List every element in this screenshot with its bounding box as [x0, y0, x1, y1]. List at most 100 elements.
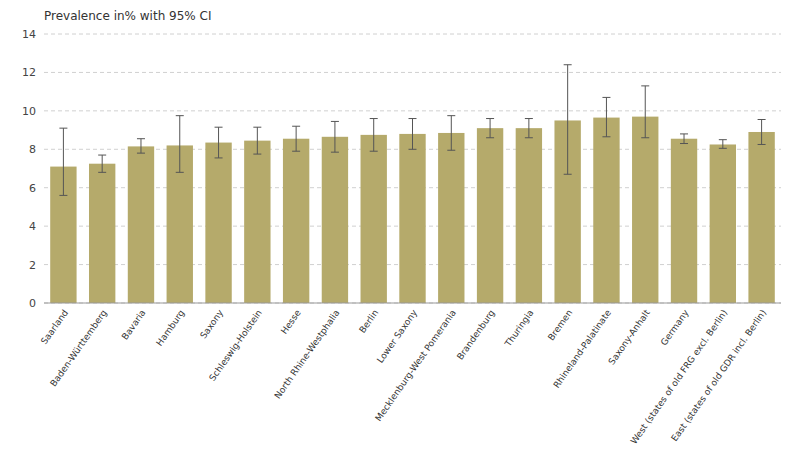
y-tick-label: 14 — [22, 28, 36, 41]
error-bar-cap — [331, 121, 339, 122]
x-tick-label: Mecklenburg-West Pomerania — [373, 308, 458, 423]
error-bar-stem — [373, 119, 374, 152]
x-tick-label: Brandenburg — [455, 308, 497, 362]
bar — [89, 164, 115, 303]
error-bar-cap — [176, 115, 184, 116]
x-tick-label: Saxony — [198, 307, 225, 340]
error-bar-cap — [758, 144, 766, 145]
error-bar-cap — [409, 118, 417, 119]
error-bar-cap — [486, 118, 494, 119]
error-bar-cap — [758, 119, 766, 120]
x-tick-label: Hesse — [279, 307, 303, 335]
bar — [632, 117, 658, 303]
x-tick-label: Schleswig-Holstein — [207, 308, 264, 383]
error-bar-stem — [490, 119, 491, 138]
error-bar-cap — [370, 151, 378, 152]
error-bar — [292, 126, 300, 151]
error-bar-cap — [602, 97, 610, 98]
x-tick-label: Berlin — [357, 308, 380, 335]
error-bar-cap — [409, 149, 417, 150]
error-bar-cap — [525, 118, 533, 119]
y-tick-label: 2 — [29, 259, 36, 272]
error-bar-cap — [370, 118, 378, 119]
error-bar-cap — [564, 64, 572, 65]
error-bar-stem — [645, 86, 646, 138]
x-tick-label: Bavaria — [120, 308, 148, 342]
error-bar — [215, 127, 223, 158]
y-tick-label: 8 — [29, 143, 36, 156]
error-bar-cap — [447, 150, 455, 151]
bar — [477, 128, 503, 303]
x-tick-label: Germany — [659, 307, 691, 347]
error-bar-cap — [292, 151, 300, 152]
error-bar-cap — [98, 155, 106, 156]
error-bar — [331, 121, 339, 152]
error-bar-stem — [179, 116, 180, 173]
error-bar — [447, 116, 455, 151]
bar — [361, 135, 387, 303]
error-bar — [409, 119, 417, 150]
error-bar-cap — [641, 85, 649, 86]
error-bar-cap — [253, 127, 261, 128]
error-bar-cap — [564, 174, 572, 175]
bar — [516, 128, 542, 303]
bar — [322, 137, 348, 303]
bar — [283, 139, 309, 303]
x-tick-label: Saxony-Anhalt — [607, 307, 653, 366]
error-bar — [719, 140, 727, 149]
x-tick-labels: SaarlandBaden-WürttembergBavariaHamburgS… — [39, 307, 768, 446]
x-tick-label: Saarland — [39, 308, 70, 346]
error-bar-cap — [292, 126, 300, 127]
error-bar-stem — [412, 119, 413, 150]
grid-line — [44, 149, 781, 150]
error-bar-stem — [140, 139, 141, 153]
bar — [399, 134, 425, 303]
bar — [128, 146, 154, 303]
error-bar-cap — [680, 143, 688, 144]
error-bar-cap — [59, 195, 67, 196]
error-bar-stem — [218, 127, 219, 158]
chart: Prevalence in% with 95% CI02468101214Saa… — [0, 0, 797, 454]
error-bar — [370, 119, 378, 152]
error-bar — [564, 65, 572, 175]
error-bar-cap — [137, 153, 145, 154]
grid — [44, 34, 781, 303]
error-bar-cap — [176, 172, 184, 173]
x-tick-label: North Rhine-Westphalia — [273, 308, 342, 401]
bar — [244, 141, 270, 303]
x-tick-label: Lower Saxony — [375, 307, 420, 365]
error-bar-cap — [641, 137, 649, 138]
x-tick-label: East (states of old GDR incl. Berlin) — [669, 308, 768, 443]
grid-line — [44, 72, 781, 73]
error-bar-cap — [331, 152, 339, 153]
bar — [205, 143, 231, 303]
error-bar — [602, 97, 610, 136]
error-bar — [525, 119, 533, 138]
error-bar — [253, 127, 261, 154]
x-tick-label: Bremen — [546, 308, 574, 343]
error-bar — [59, 128, 67, 195]
error-bar-cap — [59, 128, 67, 129]
error-bar-stem — [567, 65, 568, 175]
error-bar — [641, 86, 649, 138]
error-bar-cap — [98, 172, 106, 173]
grid-line — [44, 303, 781, 304]
bar — [710, 144, 736, 303]
error-bar-stem — [63, 128, 64, 195]
error-bar-cap — [602, 136, 610, 137]
error-bar — [137, 139, 145, 153]
error-bar-stem — [684, 134, 685, 144]
error-bar-cap — [525, 137, 533, 138]
error-bar-cap — [680, 133, 688, 134]
x-axis-line — [44, 303, 781, 304]
error-bar-cap — [253, 154, 261, 155]
y-tick-label: 10 — [22, 105, 36, 118]
bar — [593, 118, 619, 303]
y-axis-label: Prevalence in% with 95% CI — [44, 9, 211, 23]
x-tick-label: Hamburg — [154, 308, 186, 348]
grid-line — [44, 110, 781, 111]
y-tick-label: 4 — [29, 220, 36, 233]
error-bar-stem — [257, 127, 258, 154]
error-bar-cap — [215, 127, 223, 128]
error-bar-stem — [528, 119, 529, 138]
